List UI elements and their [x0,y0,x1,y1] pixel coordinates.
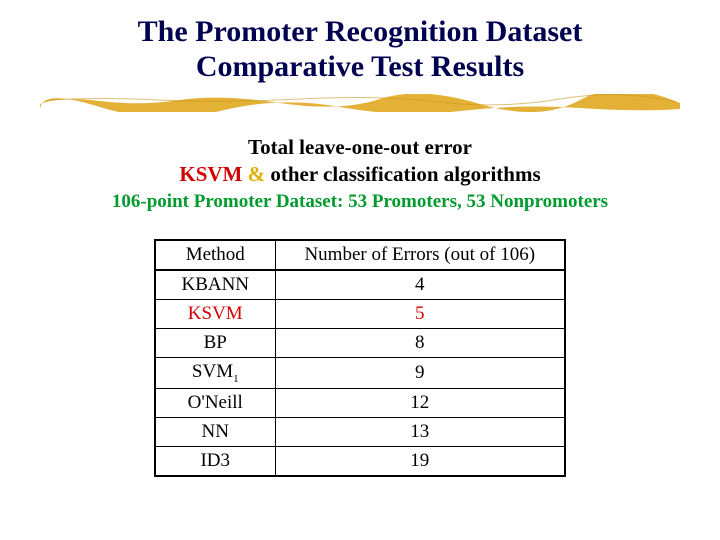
results-table-wrap: Method Number of Errors (out of 106) KBA… [0,239,720,477]
cell-errors: 4 [275,270,565,300]
cell-errors: 9 [275,357,565,388]
subheading: Total leave-one-out error KSVM & other c… [0,135,720,213]
slide-title: The Promoter Recognition Dataset Compara… [0,0,720,85]
results-table: Method Number of Errors (out of 106) KBA… [154,239,566,477]
cell-method: ID3 [155,446,275,476]
col-header-errors: Number of Errors (out of 106) [275,240,565,270]
title-line-2: Comparative Test Results [0,49,720,84]
cell-errors: 19 [275,446,565,476]
table-row: ID319 [155,446,565,476]
cell-method: BP [155,328,275,357]
table-row: KBANN4 [155,270,565,300]
cell-errors: 5 [275,299,565,328]
cell-method: O'Neill [155,388,275,417]
subhead-line-2-rest: other classification algorithms [270,162,540,186]
cell-method: KBANN [155,270,275,300]
cell-errors: 8 [275,328,565,357]
table-row: KSVM5 [155,299,565,328]
cell-method: SVM1 [155,357,275,388]
cell-errors: 12 [275,388,565,417]
title-line-1: The Promoter Recognition Dataset [0,14,720,49]
ampersand: & [248,162,266,186]
col-header-method: Method [155,240,275,270]
cell-method: KSVM [155,299,275,328]
table-row: NN13 [155,417,565,446]
table-row: BP8 [155,328,565,357]
table-row: O'Neill12 [155,388,565,417]
subhead-line-3: 106-point Promoter Dataset: 53 Promoters… [0,191,720,213]
subhead-line-2: KSVM & other classification algorithms [0,162,720,187]
table-row: SVM19 [155,357,565,388]
subhead-line-1: Total leave-one-out error [0,135,720,160]
brush-underline [40,94,680,112]
table-header-row: Method Number of Errors (out of 106) [155,240,565,270]
method-subscript: 1 [233,373,239,385]
cell-method: NN [155,417,275,446]
ksvm-label: KSVM [179,162,242,186]
cell-errors: 13 [275,417,565,446]
